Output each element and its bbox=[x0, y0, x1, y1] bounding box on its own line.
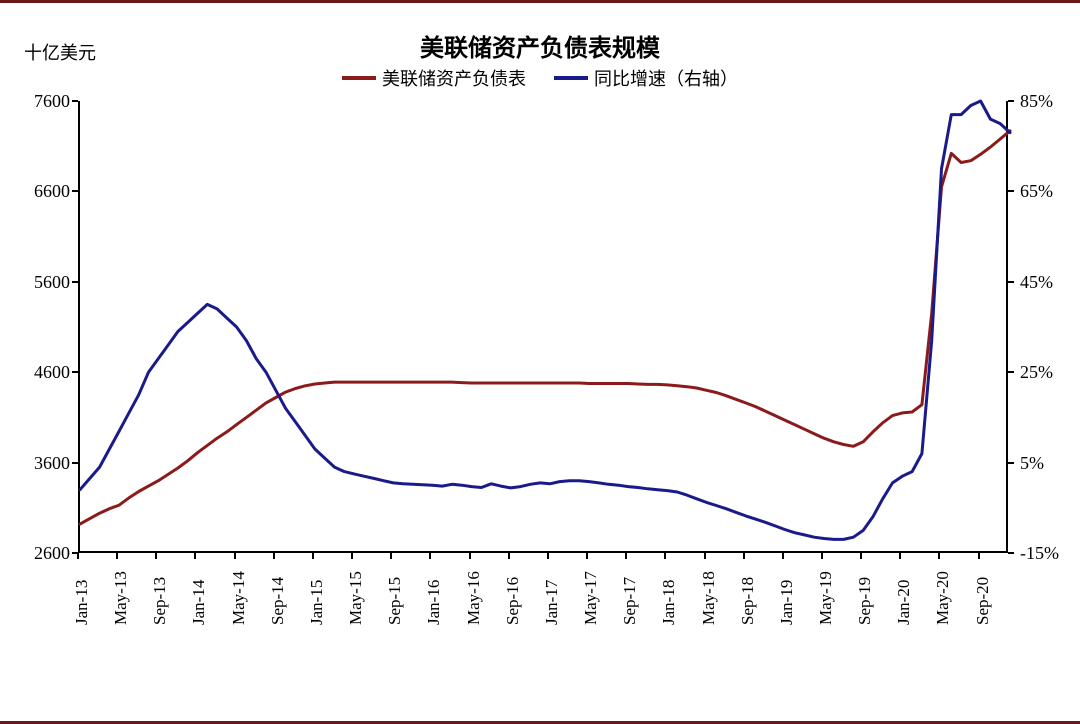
x-tick-label: Sep-14 bbox=[268, 577, 288, 625]
x-tick-label: Sep-19 bbox=[855, 577, 875, 625]
chart-title: 美联储资产负债表规模 bbox=[0, 28, 1080, 63]
legend-label-0: 美联储资产负债表 bbox=[382, 65, 526, 91]
legend-item-0: 美联储资产负债表 bbox=[342, 65, 526, 91]
x-tick bbox=[194, 553, 196, 559]
y-right-tick bbox=[1008, 462, 1014, 464]
x-tick bbox=[116, 553, 118, 559]
y-right-tick-label: 65% bbox=[1020, 181, 1053, 202]
legend-swatch-1 bbox=[554, 76, 588, 80]
x-tick-label: Jan-14 bbox=[189, 580, 209, 625]
chart-legend: 美联储资产负债表 同比增速（右轴） bbox=[0, 65, 1080, 91]
y-right-tick-label: 85% bbox=[1020, 91, 1053, 112]
y-right-tick bbox=[1008, 552, 1014, 554]
x-tick bbox=[743, 553, 745, 559]
x-tick-label: May-16 bbox=[464, 571, 484, 625]
x-tick-label: Sep-13 bbox=[150, 577, 170, 625]
x-tick bbox=[704, 553, 706, 559]
chart-container: 十亿美元 美联储资产负债表规模 美联储资产负债表 同比增速（右轴） 260036… bbox=[0, 0, 1080, 724]
x-tick-label: May-19 bbox=[816, 571, 836, 625]
x-tick-label: May-14 bbox=[229, 571, 249, 625]
y-left-tick-label: 7600 bbox=[8, 91, 70, 112]
y-left-tick-label: 6600 bbox=[8, 181, 70, 202]
x-tick-label: Jan-17 bbox=[542, 580, 562, 625]
x-tick bbox=[429, 553, 431, 559]
x-tick-label: Sep-15 bbox=[385, 577, 405, 625]
y-left-tick bbox=[72, 100, 78, 102]
x-tick bbox=[938, 553, 940, 559]
x-tick bbox=[234, 553, 236, 559]
x-tick-label: Sep-17 bbox=[620, 577, 640, 625]
y-right-tick-label: -15% bbox=[1020, 543, 1059, 564]
x-tick-label: Jan-13 bbox=[72, 580, 92, 625]
y-left-tick bbox=[72, 281, 78, 283]
y-right-tick bbox=[1008, 371, 1014, 373]
series-line bbox=[80, 131, 1010, 524]
x-tick-label: Jan-16 bbox=[424, 580, 444, 625]
x-tick bbox=[273, 553, 275, 559]
x-tick-label: Jan-19 bbox=[777, 580, 797, 625]
y-left-tick bbox=[72, 190, 78, 192]
x-tick-label: Jan-15 bbox=[307, 580, 327, 625]
x-tick-label: Sep-18 bbox=[738, 577, 758, 625]
x-tick-label: May-17 bbox=[581, 571, 601, 625]
legend-item-1: 同比增速（右轴） bbox=[554, 65, 738, 91]
y-left-tick-label: 5600 bbox=[8, 272, 70, 293]
x-tick bbox=[625, 553, 627, 559]
x-tick bbox=[312, 553, 314, 559]
x-tick bbox=[155, 553, 157, 559]
x-tick-label: May-18 bbox=[699, 571, 719, 625]
x-tick-label: Sep-16 bbox=[503, 577, 523, 625]
x-tick-label: Jan-20 bbox=[894, 580, 914, 625]
y-right-tick-label: 25% bbox=[1020, 362, 1053, 383]
x-tick bbox=[469, 553, 471, 559]
y-right-tick-label: 45% bbox=[1020, 272, 1053, 293]
y-right-tick bbox=[1008, 100, 1014, 102]
x-tick bbox=[821, 553, 823, 559]
legend-label-1: 同比增速（右轴） bbox=[594, 65, 738, 91]
plot-area bbox=[78, 101, 1008, 553]
x-tick bbox=[77, 553, 79, 559]
x-tick-label: May-13 bbox=[111, 571, 131, 625]
x-tick bbox=[547, 553, 549, 559]
x-tick bbox=[390, 553, 392, 559]
x-tick bbox=[586, 553, 588, 559]
x-tick bbox=[351, 553, 353, 559]
x-tick-label: May-20 bbox=[933, 571, 953, 625]
y-left-tick-label: 3600 bbox=[8, 453, 70, 474]
y-right-tick-label: 5% bbox=[1020, 453, 1044, 474]
chart-svg bbox=[80, 101, 1010, 553]
x-tick-label: Jan-18 bbox=[659, 580, 679, 625]
y-left-tick-label: 4600 bbox=[8, 362, 70, 383]
x-tick bbox=[508, 553, 510, 559]
x-tick bbox=[860, 553, 862, 559]
y-left-tick bbox=[72, 462, 78, 464]
x-tick-label: Sep-20 bbox=[973, 577, 993, 625]
x-tick bbox=[978, 553, 980, 559]
series-line bbox=[80, 101, 1010, 539]
legend-swatch-0 bbox=[342, 76, 376, 80]
y-left-tick bbox=[72, 371, 78, 373]
y-left-tick-label: 2600 bbox=[8, 543, 70, 564]
x-tick bbox=[782, 553, 784, 559]
x-tick bbox=[664, 553, 666, 559]
y-right-tick bbox=[1008, 281, 1014, 283]
x-tick bbox=[899, 553, 901, 559]
x-tick-label: May-15 bbox=[346, 571, 366, 625]
y-right-tick bbox=[1008, 190, 1014, 192]
